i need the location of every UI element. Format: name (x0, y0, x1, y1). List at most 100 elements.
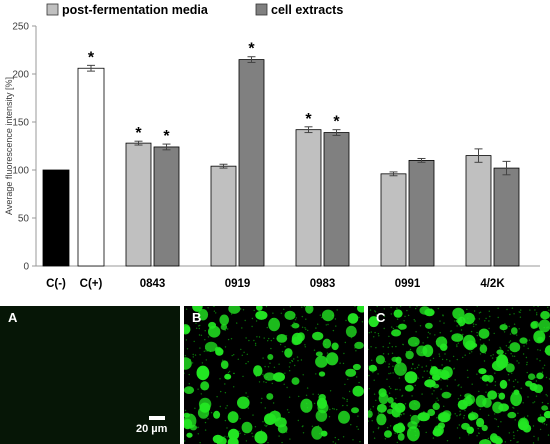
fluorescent-cell (384, 430, 392, 438)
speckle (236, 322, 238, 324)
y-tick-label: 0 (23, 262, 29, 273)
speckle (369, 408, 372, 410)
speckle (199, 347, 201, 349)
speckle (346, 404, 348, 407)
fluorescent-cell (268, 317, 280, 332)
speckle (267, 340, 269, 342)
speckle (261, 397, 263, 400)
fluorescent-cell (284, 310, 296, 320)
speckle (479, 353, 482, 355)
speckle (268, 337, 270, 340)
speckle (506, 308, 508, 311)
speckle (494, 384, 496, 387)
fluorescent-cell (407, 426, 420, 442)
speckle (247, 361, 249, 363)
fluorescent-cell (393, 309, 403, 318)
speckle (301, 306, 303, 308)
speckle (523, 345, 525, 347)
speckle (533, 401, 536, 403)
fluorescent-cell (331, 342, 339, 351)
fluorescent-cell (457, 399, 468, 410)
speckle (478, 318, 481, 320)
fluorescent-cell (345, 325, 357, 338)
y-tick-label: 50 (18, 214, 30, 225)
speckle (373, 379, 375, 381)
speckle (240, 308, 242, 310)
speckle (471, 383, 473, 385)
fluorescent-cell (375, 355, 385, 365)
speckle (336, 408, 338, 411)
x-tick-label: 0919 (225, 278, 251, 290)
fluorescent-cell (530, 321, 538, 329)
speckle (357, 428, 359, 430)
speckle (427, 336, 429, 339)
speckle (376, 306, 378, 308)
x-tick-label: 0983 (310, 278, 336, 290)
speckle (245, 440, 248, 442)
fluorescent-cell (491, 360, 505, 371)
speckle (227, 328, 229, 330)
speckle (284, 372, 286, 374)
speckle (476, 373, 478, 375)
speckle (443, 322, 445, 324)
speckle (186, 348, 189, 350)
speckle (427, 331, 430, 334)
speckle (271, 382, 273, 385)
speckle (512, 355, 514, 357)
speckle (527, 347, 529, 350)
speckle (480, 377, 482, 379)
fluorescent-cell (208, 321, 217, 329)
microscopy-panel-a: A 20 µm (0, 306, 180, 444)
fluorescent-cell (354, 341, 364, 349)
speckle (300, 359, 303, 361)
speckle (369, 309, 372, 311)
speckle (534, 309, 536, 311)
speckle (539, 360, 541, 362)
speckle (302, 432, 305, 434)
speckle (295, 317, 297, 319)
speckle (288, 411, 290, 414)
speckle (423, 370, 425, 372)
speckle (418, 425, 420, 427)
speckle (467, 376, 469, 379)
fluorescent-cell (316, 397, 328, 409)
bar-extract (408, 159, 435, 267)
speckle (494, 413, 496, 415)
speckle (197, 433, 199, 435)
speckle (429, 359, 432, 361)
bar-media (295, 129, 322, 267)
speckle (356, 426, 358, 428)
speckle (488, 310, 490, 312)
speckle (404, 315, 406, 318)
speckle (378, 335, 380, 337)
speckle (336, 309, 338, 311)
speckle (545, 394, 547, 396)
speckle (372, 406, 374, 408)
speckle (286, 409, 289, 411)
fluorescent-cell (300, 398, 313, 413)
significance-star: * (248, 41, 255, 58)
speckle (440, 379, 442, 381)
fluorescent-cell (184, 324, 191, 335)
speckle (210, 412, 213, 414)
speckle (513, 313, 515, 315)
speckle (425, 431, 427, 434)
fluorescent-cell (227, 437, 239, 444)
x-tick-label: 0991 (395, 278, 421, 290)
fluorescent-cell (266, 393, 274, 400)
speckle (332, 407, 334, 410)
speckle (471, 351, 473, 353)
speckle (548, 309, 550, 311)
speckle (194, 354, 197, 356)
speckle (492, 354, 494, 356)
speckle (462, 356, 464, 359)
speckle (533, 306, 535, 307)
speckle (184, 372, 185, 374)
panel-a-image (0, 306, 180, 444)
speckle (386, 378, 388, 380)
speckle (321, 316, 323, 319)
x-tick-label: 0843 (140, 278, 166, 290)
speckle (536, 314, 538, 316)
speckle (227, 371, 230, 374)
microscopy-panel-c: C (368, 306, 550, 444)
